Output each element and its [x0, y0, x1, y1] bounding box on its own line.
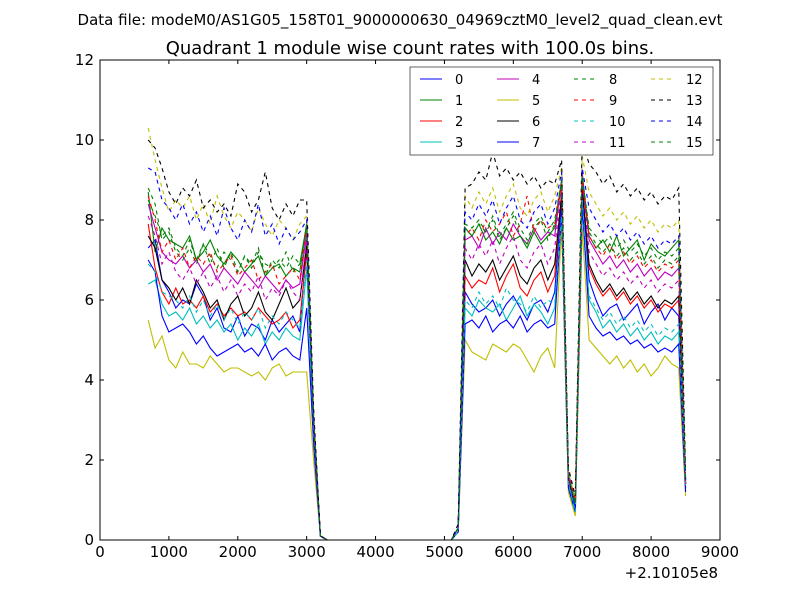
legend-label-9: 9	[609, 94, 617, 109]
x-tick-label: 4000	[356, 543, 394, 561]
series-line-13	[147, 139, 687, 541]
x-tick-label: 0	[95, 543, 105, 561]
y-tick-label: 2	[84, 451, 94, 469]
series-line-1	[147, 179, 687, 541]
x-tick-label: 2000	[219, 543, 257, 561]
legend-label-13: 13	[686, 94, 703, 109]
series-line-4	[147, 171, 687, 541]
legend-box	[409, 66, 714, 156]
legend-label-3: 3	[455, 136, 463, 151]
y-tick-label: 4	[84, 371, 94, 389]
chart-suptitle: Data file: modeM0/AS1G05_158T01_90000006…	[78, 11, 723, 30]
legend-label-15: 15	[686, 136, 703, 151]
series-line-9	[147, 179, 687, 541]
series-line-2	[147, 183, 687, 541]
series-line-7	[147, 203, 687, 541]
legend-label-2: 2	[455, 115, 463, 130]
x-tick-label: 3000	[288, 543, 326, 561]
chart-title: Quadrant 1 module wise count rates with …	[166, 38, 655, 59]
y-tick-label: 6	[84, 291, 94, 309]
series-line-15	[147, 175, 687, 541]
x-tick-label: 6000	[494, 543, 532, 561]
series-line-11	[147, 179, 687, 541]
series-line-5	[147, 223, 687, 541]
series-layer	[147, 127, 687, 541]
legend-label-12: 12	[686, 73, 703, 88]
legend-label-11: 11	[609, 136, 626, 151]
legend-label-1: 1	[455, 94, 463, 109]
tick-layer: 0 1000 2000 3000 4000 5000 6000 7000 8000 9000 0 2 4…	[75, 51, 739, 561]
legend-label-8: 8	[609, 73, 617, 88]
legend-label-5: 5	[532, 94, 540, 109]
y-tick-label: 12	[75, 51, 94, 69]
y-tick-label: 0	[84, 531, 94, 549]
x-tick-label: 1000	[150, 543, 188, 561]
x-tick-label: 5000	[425, 543, 463, 561]
series-line-10	[147, 199, 687, 541]
y-tick-label: 8	[84, 211, 94, 229]
legend-label-14: 14	[686, 115, 703, 130]
series-line-12	[147, 127, 687, 541]
legend-label-10: 10	[609, 115, 626, 130]
legend-label-0: 0	[455, 73, 463, 88]
x-tick-label: 9000	[701, 543, 739, 561]
legend-label-6: 6	[532, 115, 540, 130]
y-tick-label: 10	[75, 131, 94, 149]
legend-label-7: 7	[532, 136, 540, 151]
x-offset-label: +2.10105e8	[625, 564, 718, 582]
x-tick-label: 8000	[632, 543, 670, 561]
x-tick-label: 7000	[563, 543, 601, 561]
legend-label-4: 4	[532, 73, 540, 88]
series-line-14	[147, 167, 687, 541]
